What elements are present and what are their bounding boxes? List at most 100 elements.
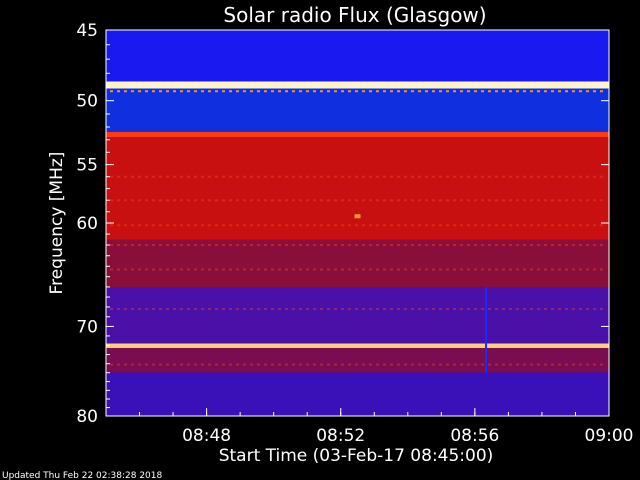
- texture-dash: [481, 363, 484, 366]
- texture-dash: [369, 90, 372, 93]
- texture-dash: [348, 224, 351, 227]
- texture-dash: [278, 268, 281, 271]
- texture-dash: [383, 243, 386, 246]
- texture-dash: [453, 224, 456, 227]
- texture-dash: [544, 307, 547, 310]
- texture-dash: [502, 307, 505, 310]
- texture-dash: [565, 243, 568, 246]
- texture-dash: [432, 199, 435, 202]
- texture-dash: [425, 199, 428, 202]
- texture-dash: [474, 224, 477, 227]
- texture-dash: [348, 90, 351, 93]
- y-tick-label: 45: [76, 21, 98, 41]
- texture-dash: [348, 175, 351, 178]
- texture-dash: [600, 224, 603, 227]
- texture-dash: [348, 363, 351, 366]
- texture-dash: [306, 243, 309, 246]
- texture-dash: [138, 363, 141, 366]
- texture-dash: [467, 268, 470, 271]
- texture-dash: [425, 268, 428, 271]
- y-tick-label: 55: [76, 156, 98, 176]
- texture-dash: [509, 307, 512, 310]
- x-tick-label: 09:00: [585, 426, 634, 446]
- texture-dash: [187, 268, 190, 271]
- texture-dash: [236, 243, 239, 246]
- texture-dash: [586, 363, 589, 366]
- texture-dash: [551, 243, 554, 246]
- y-tick-label: 50: [76, 92, 98, 112]
- texture-dash: [565, 90, 568, 93]
- texture-dash: [124, 307, 127, 310]
- texture-dash: [138, 307, 141, 310]
- texture-dash: [495, 199, 498, 202]
- texture-dash: [397, 224, 400, 227]
- texture-dash: [474, 363, 477, 366]
- texture-dash: [565, 175, 568, 178]
- texture-dash: [306, 268, 309, 271]
- texture-dash: [502, 199, 505, 202]
- texture-dash: [166, 268, 169, 271]
- texture-dash: [369, 175, 372, 178]
- texture-dash: [397, 199, 400, 202]
- texture-dash: [383, 90, 386, 93]
- texture-dash: [411, 307, 414, 310]
- texture-dash: [334, 224, 337, 227]
- texture-dash: [355, 90, 358, 93]
- texture-dash: [593, 199, 596, 202]
- texture-dash: [579, 199, 582, 202]
- texture-dash: [586, 243, 589, 246]
- texture-dash: [495, 307, 498, 310]
- texture-dash: [271, 199, 274, 202]
- texture-dash: [593, 90, 596, 93]
- texture-dash: [495, 175, 498, 178]
- texture-dash: [544, 199, 547, 202]
- texture-dash: [439, 363, 442, 366]
- texture-dash: [208, 363, 211, 366]
- texture-dash: [425, 363, 428, 366]
- texture-dash: [537, 307, 540, 310]
- texture-dash: [362, 90, 365, 93]
- texture-dash: [159, 199, 162, 202]
- texture-dash: [110, 175, 113, 178]
- texture-dash: [600, 175, 603, 178]
- texture-dash: [516, 243, 519, 246]
- texture-dash: [509, 175, 512, 178]
- texture-dash: [138, 224, 141, 227]
- texture-dash: [418, 307, 421, 310]
- texture-dash: [474, 90, 477, 93]
- texture-dash: [397, 243, 400, 246]
- texture-dash: [551, 175, 554, 178]
- texture-dash: [418, 199, 421, 202]
- texture-dash: [243, 243, 246, 246]
- texture-dash: [467, 243, 470, 246]
- texture-dash: [145, 268, 148, 271]
- texture-dash: [460, 224, 463, 227]
- texture-dash: [558, 307, 561, 310]
- texture-dash: [467, 307, 470, 310]
- texture-dash: [418, 90, 421, 93]
- texture-dash: [446, 268, 449, 271]
- texture-dash: [327, 224, 330, 227]
- texture-dash: [348, 199, 351, 202]
- texture-dash: [544, 243, 547, 246]
- texture-dash: [117, 90, 120, 93]
- texture-dash: [369, 363, 372, 366]
- texture-dash: [355, 268, 358, 271]
- texture-dash: [488, 307, 491, 310]
- texture-dash: [495, 90, 498, 93]
- texture-dash: [138, 268, 141, 271]
- texture-dash: [110, 307, 113, 310]
- texture-dash: [369, 307, 372, 310]
- texture-dash: [117, 363, 120, 366]
- texture-dash: [166, 243, 169, 246]
- texture-dash: [292, 175, 295, 178]
- texture-dash: [390, 90, 393, 93]
- texture-dash: [551, 307, 554, 310]
- texture-dash: [320, 363, 323, 366]
- texture-dash: [390, 175, 393, 178]
- texture-dash: [285, 363, 288, 366]
- texture-dash: [516, 363, 519, 366]
- texture-dash: [348, 307, 351, 310]
- texture-dash: [362, 363, 365, 366]
